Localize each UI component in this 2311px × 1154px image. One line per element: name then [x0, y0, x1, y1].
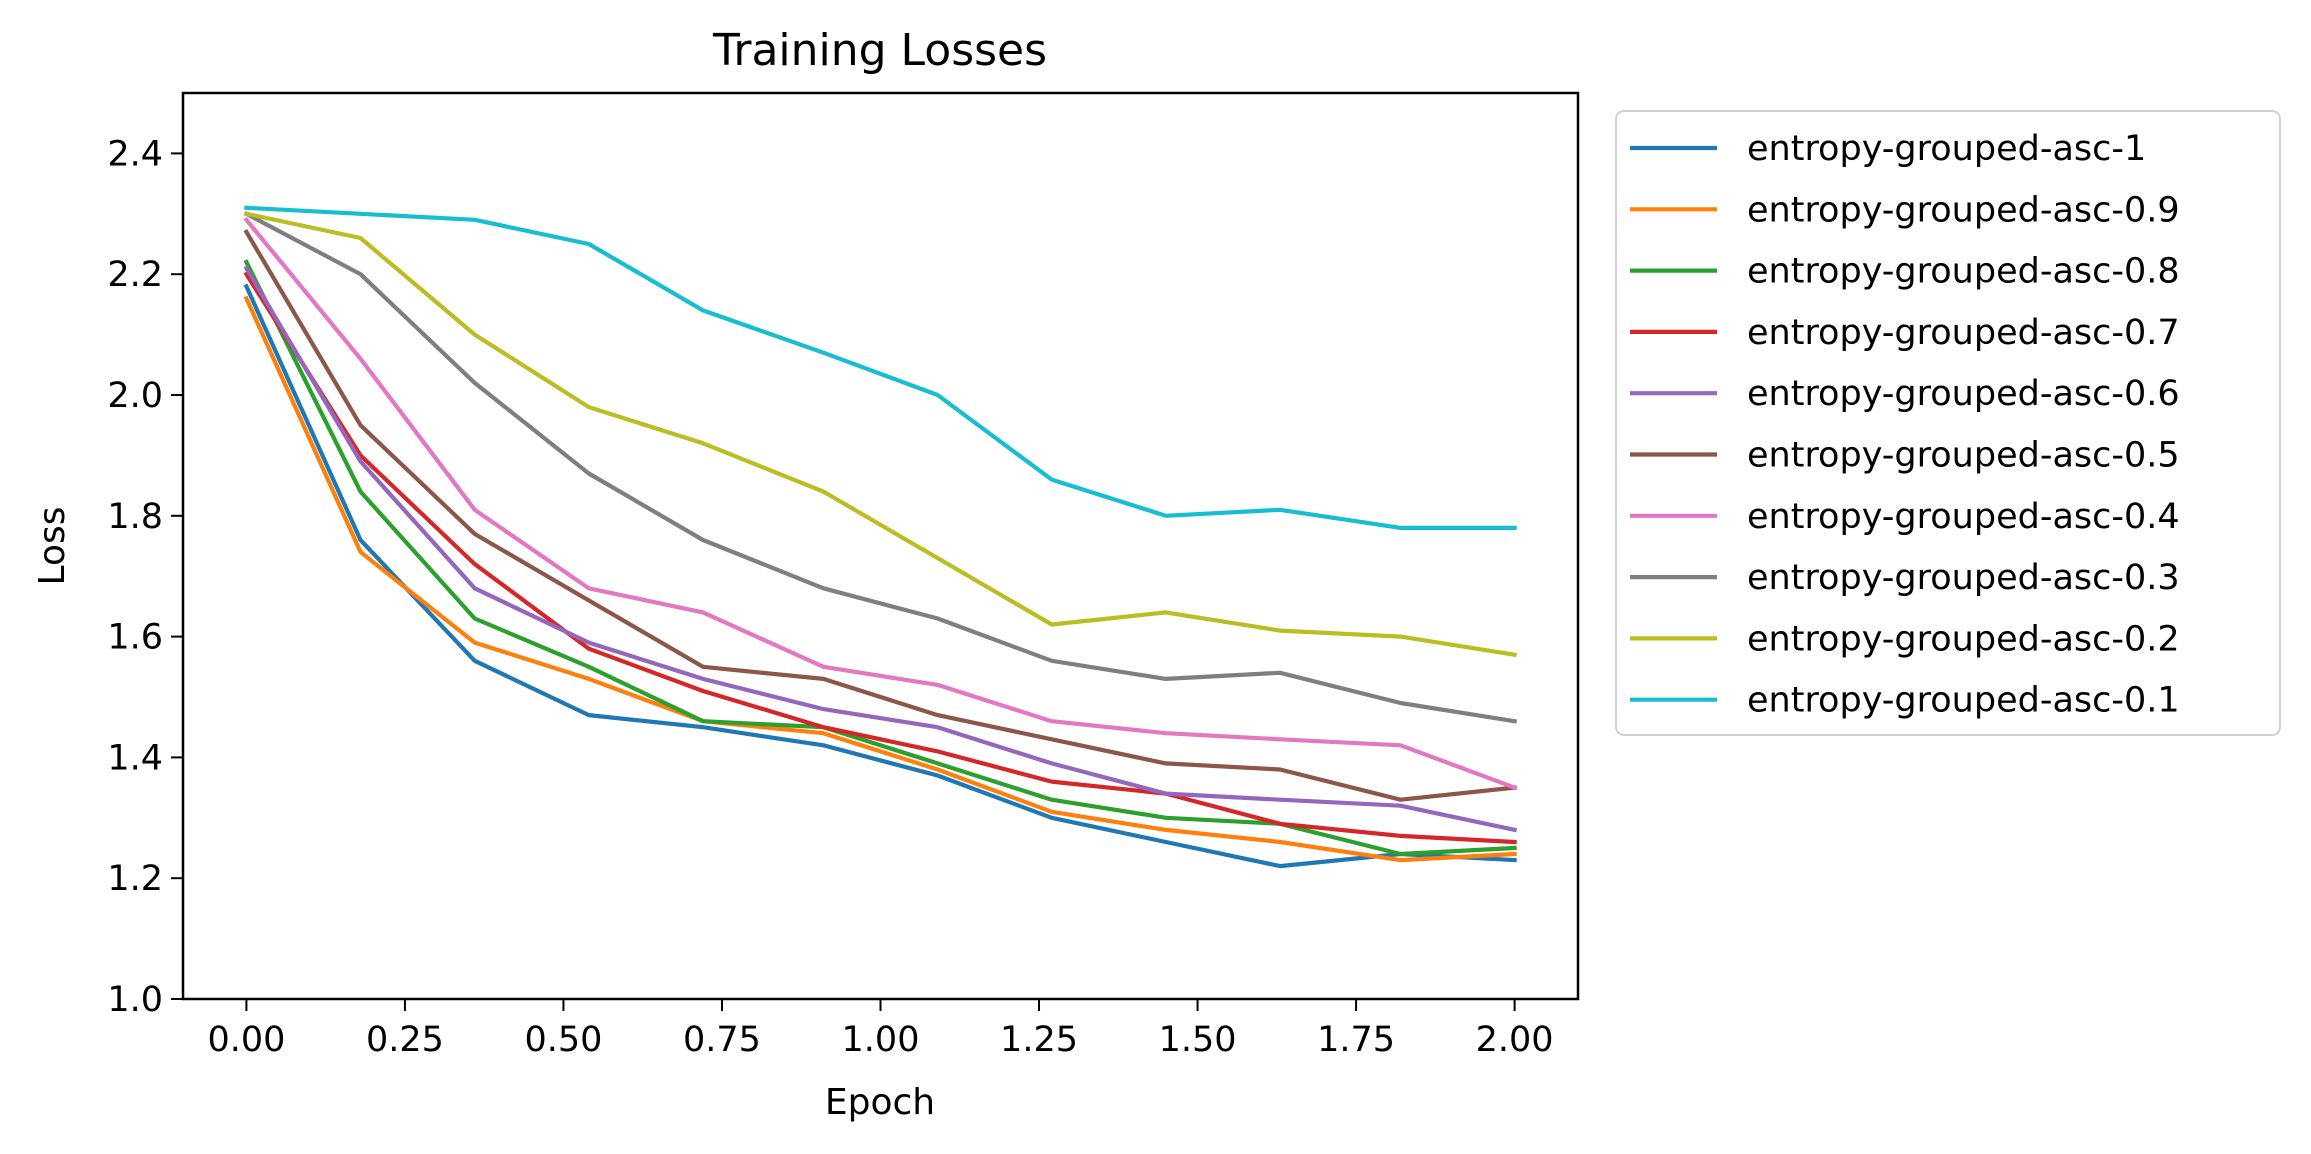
legend-entry-label: entropy-grouped-asc-0.9 [1747, 190, 2180, 230]
x-tick-label: 1.75 [1317, 1020, 1395, 1060]
y-tick-label: 1.6 [107, 618, 163, 658]
legend-entry-label: entropy-grouped-asc-0.1 [1747, 681, 2180, 721]
y-tick-label: 1.0 [107, 980, 163, 1020]
series-line-8 [243, 210, 1518, 724]
legend-entry-label: entropy-grouped-asc-0.6 [1747, 374, 2180, 414]
series-line-2 [243, 295, 1517, 863]
legend-entry-label: entropy-grouped-asc-0.2 [1747, 619, 2180, 659]
legend-entry-label: entropy-grouped-asc-1 [1747, 129, 2146, 169]
x-axis-label: Epoch [825, 1082, 935, 1123]
legend: entropy-grouped-asc-1 entropy-grouped-asc… [1615, 110, 2281, 736]
y-tick-label: 1.4 [107, 738, 163, 778]
y-tick-label: 2.0 [107, 376, 163, 416]
series-line-4 [243, 271, 1517, 845]
x-tick-label: 0.75 [683, 1020, 761, 1060]
series-line-6 [243, 229, 1517, 802]
x-tick-label: 1.25 [1000, 1020, 1078, 1060]
x-tick-label: 0.25 [366, 1020, 444, 1060]
x-tick-label: 2.00 [1476, 1020, 1554, 1060]
y-tick-label: 1.8 [107, 497, 163, 537]
plot-area [181, 91, 1580, 1001]
legend-entry-label: entropy-grouped-asc-0.5 [1747, 436, 2180, 476]
series-layer [243, 205, 1518, 869]
series-line-10 [244, 205, 1517, 531]
x-tick-label: 1.50 [1159, 1020, 1237, 1060]
series-line-1 [243, 283, 1517, 869]
y-axis: 1.0 1.2 1.4 1.6 1.8 2.0 2.2 2.4 [107, 134, 183, 1020]
x-tick-label: 1.00 [842, 1020, 920, 1060]
x-tick-label: 0.00 [207, 1020, 285, 1060]
x-axis: 0.00 0.25 0.50 0.75 1.00 1.25 1.50 1.75 2.00 [207, 999, 1554, 1060]
series-line-5 [243, 265, 1518, 833]
y-tick-label: 1.2 [107, 859, 163, 899]
y-axis-label: Loss [32, 507, 73, 586]
legend-items: entropy-grouped-asc-1 entropy-grouped-asc… [1630, 129, 2180, 721]
series-line-7 [243, 216, 1518, 791]
y-tick-label: 2.2 [107, 255, 163, 295]
legend-entry-label: entropy-grouped-asc-0.7 [1747, 313, 2180, 353]
chart-title: Training Losses [712, 25, 1047, 76]
y-tick-label: 2.4 [107, 134, 163, 174]
legend-entry-label: entropy-grouped-asc-0.3 [1747, 558, 2180, 598]
legend-entry-label: entropy-grouped-asc-0.8 [1747, 252, 2180, 292]
legend-frame [1615, 110, 2281, 736]
legend-entry-label: entropy-grouped-asc-0.4 [1747, 497, 2180, 537]
x-tick-label: 0.50 [524, 1020, 602, 1060]
series-line-9 [243, 211, 1518, 658]
series-line-3 [243, 259, 1517, 857]
